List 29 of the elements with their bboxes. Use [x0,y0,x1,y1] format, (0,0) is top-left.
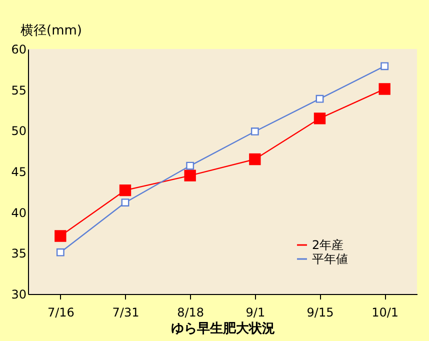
y-tick-label: 55 [11,83,26,98]
x-tick-label: 7/31 [112,306,140,320]
y-tick-label: 30 [11,288,26,302]
x-tick-label: 8/18 [177,306,204,320]
point [119,184,132,196]
x-axis-title: ゆら早生肥大状況 [171,322,275,336]
point [249,153,261,166]
point [316,94,324,103]
y-tick-label: 50 [11,124,26,138]
x-tick-label: 7/16 [47,306,74,320]
x-tick-label: 9/1 [246,306,266,320]
point [184,170,196,182]
y-tick-label: 40 [11,206,26,220]
y-tick-label: 60 [11,42,26,56]
point [378,83,390,95]
point [250,128,259,136]
x-tick-label: 9/15 [306,306,334,320]
x-tick-label: 10/1 [372,306,399,320]
point [121,198,130,206]
y-axis-title: 横径(mm) [20,24,82,38]
y-tick-label: 35 [11,246,26,261]
point [380,62,389,70]
point [56,248,64,256]
legend-label: 2年産 [312,238,344,252]
point [314,112,326,124]
point [186,162,194,170]
point [54,230,66,242]
legend-label: 平年値 [312,252,348,266]
y-tick-label: 45 [11,165,26,179]
